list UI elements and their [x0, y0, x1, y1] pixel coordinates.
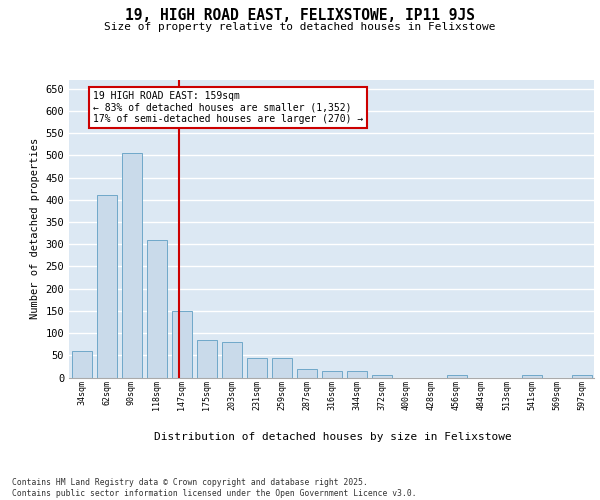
Bar — [322, 371, 341, 378]
Bar — [247, 358, 266, 378]
Bar — [521, 376, 542, 378]
Bar — [221, 342, 241, 378]
Bar — [121, 154, 142, 378]
Text: 19 HIGH ROAD EAST: 159sqm
← 83% of detached houses are smaller (1,352)
17% of se: 19 HIGH ROAD EAST: 159sqm ← 83% of detac… — [93, 91, 363, 124]
Bar — [146, 240, 167, 378]
Bar — [97, 196, 116, 378]
Bar — [371, 376, 392, 378]
Bar — [571, 376, 592, 378]
Bar — [446, 376, 467, 378]
Text: Size of property relative to detached houses in Felixstowe: Size of property relative to detached ho… — [104, 22, 496, 32]
Bar — [197, 340, 217, 378]
Bar — [296, 368, 317, 378]
Text: 19, HIGH ROAD EAST, FELIXSTOWE, IP11 9JS: 19, HIGH ROAD EAST, FELIXSTOWE, IP11 9JS — [125, 8, 475, 22]
Y-axis label: Number of detached properties: Number of detached properties — [30, 138, 40, 320]
Bar — [347, 371, 367, 378]
Bar — [271, 358, 292, 378]
Bar — [71, 351, 91, 378]
Bar — [172, 311, 191, 378]
Text: Distribution of detached houses by size in Felixstowe: Distribution of detached houses by size … — [154, 432, 512, 442]
Text: Contains HM Land Registry data © Crown copyright and database right 2025.
Contai: Contains HM Land Registry data © Crown c… — [12, 478, 416, 498]
